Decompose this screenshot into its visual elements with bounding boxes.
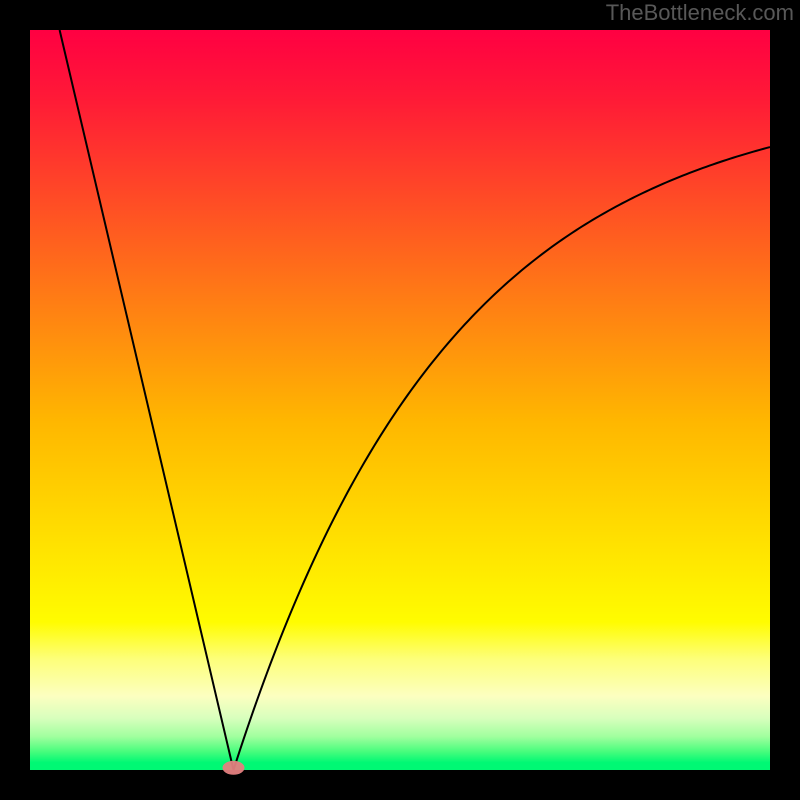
chart-frame: [0, 0, 800, 800]
bottleneck-chart: [0, 0, 800, 800]
plot-background: [30, 30, 770, 770]
watermark-text: TheBottleneck.com: [606, 0, 794, 26]
optimal-point-marker: [223, 761, 245, 775]
